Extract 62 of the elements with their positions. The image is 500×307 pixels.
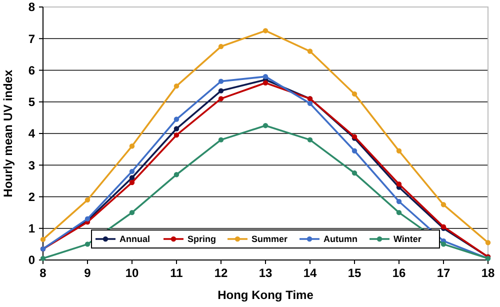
- legend-label: Summer: [252, 234, 288, 244]
- legend-label: Winter: [394, 234, 422, 244]
- point: [262, 80, 268, 86]
- point: [262, 122, 268, 128]
- x-tick-label: 14: [303, 266, 317, 280]
- legend-label: Annual: [120, 234, 150, 244]
- point: [84, 242, 90, 247]
- y-tick-label: 3: [28, 158, 36, 172]
- point: [307, 137, 313, 142]
- point: [218, 137, 224, 142]
- point: [440, 242, 446, 247]
- point: [218, 88, 224, 94]
- x-tick-label: 10: [125, 266, 139, 280]
- y-tick-label: 4: [28, 126, 36, 141]
- y-tick-label: 0: [28, 253, 36, 268]
- x-tick-label: 17: [436, 266, 450, 280]
- point: [174, 116, 180, 122]
- x-tick-label: 11: [170, 266, 184, 280]
- x-tick-label: 9: [84, 266, 92, 280]
- x-tick-label: 13: [258, 266, 272, 280]
- point: [352, 91, 358, 97]
- point: [174, 126, 180, 132]
- y-tick-label: 1: [28, 222, 36, 236]
- point: [129, 175, 135, 180]
- legend-label: Autumn: [324, 234, 358, 244]
- point: [40, 236, 46, 242]
- point: [218, 44, 224, 50]
- point: [218, 78, 224, 84]
- point: [396, 182, 402, 187]
- point: [129, 180, 135, 186]
- point: [262, 74, 268, 80]
- point: [218, 96, 224, 102]
- point: [129, 210, 135, 216]
- y-tick-label: 6: [28, 63, 36, 78]
- point: [307, 48, 313, 54]
- point: [396, 210, 402, 216]
- point: [352, 148, 358, 154]
- point: [485, 240, 491, 246]
- legend-label: Spring: [188, 234, 216, 244]
- point: [174, 132, 180, 138]
- point: [84, 197, 90, 203]
- point: [396, 198, 402, 204]
- x-tick-label: 15: [348, 266, 362, 280]
- x-axis-title: Hong Kong Time: [218, 288, 314, 302]
- point: [174, 83, 180, 89]
- x-tick-label: 8: [40, 266, 47, 280]
- point: [174, 172, 180, 178]
- point: [307, 100, 313, 106]
- point: [129, 144, 135, 149]
- x-tick-label: 16: [392, 266, 406, 280]
- x-tick-label: 12: [214, 266, 228, 280]
- y-axis-title: Hourly mean UV index: [1, 69, 15, 198]
- point: [129, 168, 135, 174]
- point: [352, 170, 358, 176]
- y-tick-label: 2: [28, 190, 36, 204]
- y-tick-label: 5: [28, 95, 36, 110]
- y-tick-label: 8: [28, 0, 36, 14]
- point: [262, 28, 268, 34]
- point: [440, 202, 446, 208]
- x-tick-label: 18: [481, 266, 495, 280]
- point: [396, 148, 402, 154]
- y-tick-label: 7: [28, 32, 36, 46]
